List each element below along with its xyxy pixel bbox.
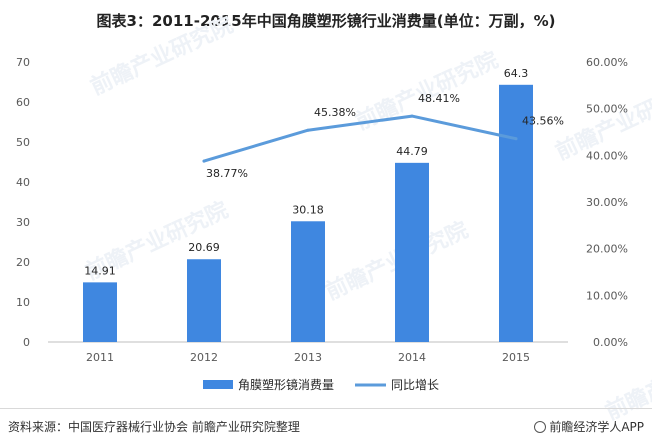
legend: 角膜塑形镜消费量 同比增长 [203, 377, 439, 392]
brand-logo-icon [534, 421, 547, 433]
y-left-tick-label: 70 [16, 56, 30, 69]
watermark-layer: 前瞻产业研究院前瞻产业研究院前瞻产业研究院前瞻产业研究院前瞻产业研究院前瞻产业研… [82, 12, 652, 426]
growth-value-label: 45.38% [314, 106, 356, 119]
y-right-tick-label: 10.00% [586, 289, 628, 302]
data-labels: 14.91 20.69 30.18 44.79 64.3 38.77% 45.38% 48.4… [84, 67, 564, 278]
bar-series [83, 84, 533, 343]
axes: 0 10 20 30 40 50 60 70 0.00% 10.00% 20.00% 30.00% 40… [16, 56, 628, 364]
bar [499, 84, 533, 343]
y-right-tick-label: 20.00% [586, 243, 628, 256]
y-left-tick-label: 40 [16, 176, 30, 189]
y-left-tick-label: 30 [16, 216, 30, 229]
brand-credit: 前瞻经济学人APP [534, 418, 644, 435]
legend-bar-swatch [203, 380, 233, 389]
growth-point [202, 159, 206, 163]
x-tick-label: 2013 [294, 351, 322, 364]
y-right-tick-label: 0.00% [593, 336, 628, 349]
legend-line-label: 同比增长 [391, 378, 439, 392]
y-right-tick-label: 40.00% [586, 149, 628, 162]
source-note: 资料来源：中国医疗器械行业协会 前瞻产业研究院整理 [8, 420, 300, 434]
growth-point [410, 114, 414, 118]
bar [187, 259, 221, 342]
growth-point [306, 128, 310, 132]
y-left-tick-label: 60 [16, 96, 30, 109]
bar-value-label: 64.3 [504, 67, 529, 80]
y-right-tick-label: 60.00% [586, 56, 628, 69]
growth-value-label: 38.77% [206, 167, 248, 180]
bar [395, 162, 429, 342]
watermark-text: 前瞻产业研究院 [602, 337, 652, 426]
bar [291, 221, 325, 342]
x-tick-label: 2012 [190, 351, 218, 364]
x-tick-label: 2011 [86, 351, 114, 364]
growth-value-label: 48.41% [418, 92, 460, 105]
legend-bar-label: 角膜塑形镜消费量 [238, 377, 334, 392]
bar [83, 282, 117, 342]
bar-value-label: 44.79 [396, 145, 428, 158]
growth-line [202, 114, 518, 163]
y-right-tick-label: 50.00% [586, 103, 628, 116]
chart-title: 图表3：2011-2015年中国角膜塑形镜行业消费量(单位：万副，%) [96, 12, 556, 30]
bar-value-label: 30.18 [292, 203, 324, 216]
y-right-tick-label: 30.00% [586, 196, 628, 209]
watermark-text: 前瞻产业研究院 [87, 12, 238, 101]
line-series [202, 114, 518, 163]
y-left-tick-label: 50 [16, 136, 30, 149]
y-left-tick-label: 20 [16, 256, 30, 269]
growth-value-label: 43.56% [522, 115, 564, 128]
bar-value-label: 14.91 [84, 264, 116, 277]
footer-divider [0, 408, 652, 409]
x-tick-label: 2015 [502, 351, 530, 364]
brand-label: 前瞻经济学人APP [549, 420, 644, 434]
y-left-tick-label: 10 [16, 296, 30, 309]
growth-point [514, 137, 518, 141]
y-left-tick-label: 0 [23, 336, 30, 349]
x-tick-label: 2014 [398, 351, 426, 364]
bar-value-label: 20.69 [188, 241, 220, 254]
